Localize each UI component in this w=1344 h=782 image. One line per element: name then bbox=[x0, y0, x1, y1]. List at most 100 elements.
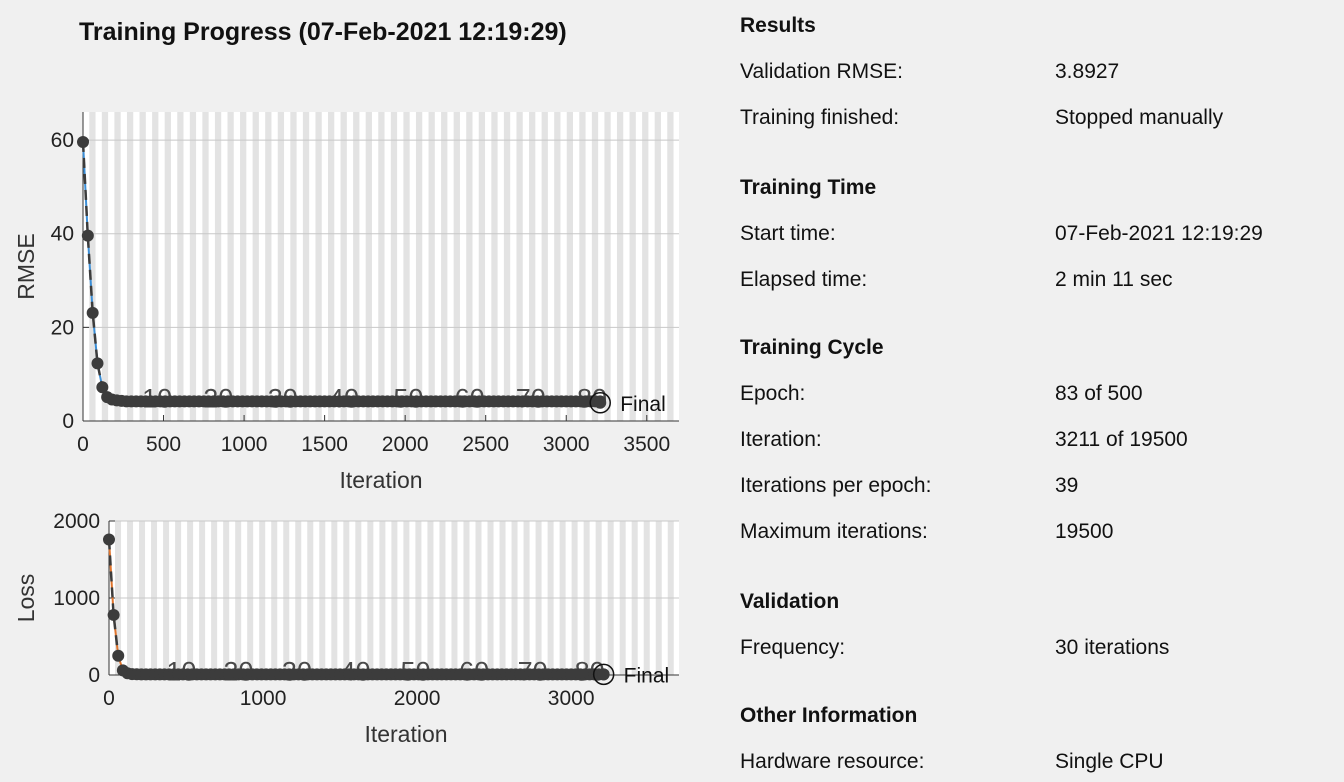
epoch-band bbox=[503, 112, 511, 421]
maximum-iterations-value: 19500 bbox=[1055, 520, 1114, 543]
epoch-band bbox=[529, 112, 536, 421]
hardware-resource-label: Hardware resource: bbox=[740, 750, 925, 773]
epoch-band bbox=[428, 112, 435, 421]
y-tick-label: 2000 bbox=[53, 510, 100, 533]
epoch-band bbox=[139, 112, 146, 421]
epoch-band bbox=[541, 112, 548, 421]
epoch-label: Epoch: bbox=[740, 382, 806, 405]
start-time-value: 07-Feb-2021 12:19:29 bbox=[1055, 222, 1263, 245]
epoch-band bbox=[566, 112, 574, 421]
y-tick-label: 1000 bbox=[53, 587, 100, 610]
epoch-band bbox=[579, 112, 586, 421]
epoch-band bbox=[340, 112, 347, 421]
epoch-band bbox=[252, 112, 259, 421]
epoch-band bbox=[290, 112, 297, 421]
validation-point bbox=[112, 649, 125, 662]
y-tick-label: 60 bbox=[51, 129, 74, 152]
iterations-per-epoch-value: 39 bbox=[1055, 474, 1079, 497]
start-time-label: Start time: bbox=[740, 222, 836, 245]
epoch-band bbox=[378, 112, 385, 421]
validation-point bbox=[77, 135, 89, 148]
validation-point bbox=[103, 533, 115, 546]
epoch-value: 83 of 500 bbox=[1055, 382, 1143, 405]
epoch-band bbox=[202, 112, 209, 421]
validation-point bbox=[86, 306, 99, 319]
epoch-band bbox=[453, 112, 460, 421]
epoch-band bbox=[591, 112, 599, 421]
frequency-label: Frequency: bbox=[740, 636, 846, 659]
validation-line bbox=[81, 141, 601, 403]
epoch-band bbox=[315, 112, 322, 421]
y-tick-label: 0 bbox=[88, 664, 100, 687]
validation-point bbox=[96, 381, 109, 394]
epoch-band bbox=[101, 112, 109, 421]
training-progress-title: Training Progress (07-Feb-2021 12:19:29) bbox=[79, 18, 567, 46]
epoch-band bbox=[240, 112, 247, 421]
x-tick-label: 500 bbox=[146, 433, 181, 456]
x-tick-label: 0 bbox=[77, 433, 89, 456]
epoch-band bbox=[89, 112, 96, 421]
maximum-iterations-label: Maximum iterations: bbox=[740, 520, 928, 543]
hardware-resource-value: Single CPU bbox=[1055, 750, 1164, 773]
epoch-band bbox=[177, 112, 184, 421]
epoch-band bbox=[214, 112, 222, 421]
other-information-heading: Other Information bbox=[740, 704, 918, 727]
validation-rmse-label: Validation RMSE: bbox=[740, 60, 904, 83]
epoch-band bbox=[642, 112, 649, 421]
epoch-band bbox=[441, 112, 448, 421]
epoch-band bbox=[516, 112, 523, 421]
epoch-band bbox=[403, 112, 410, 421]
validation-point bbox=[81, 229, 94, 242]
epoch-band bbox=[227, 112, 234, 421]
x-axis-label: Iteration bbox=[364, 721, 447, 747]
training-finished-value: Stopped manually bbox=[1055, 106, 1224, 129]
validation-heading: Validation bbox=[740, 590, 840, 613]
x-tick-label: 3000 bbox=[548, 687, 595, 710]
y-axis-label: Loss bbox=[13, 574, 39, 623]
epoch-band bbox=[365, 112, 372, 421]
epoch-band bbox=[126, 112, 134, 421]
epoch-band bbox=[302, 112, 310, 421]
epoch-band bbox=[114, 112, 121, 421]
epoch-band bbox=[277, 112, 285, 421]
epoch-band bbox=[328, 112, 335, 421]
epoch-band bbox=[265, 112, 272, 421]
epoch-band bbox=[491, 112, 498, 421]
epoch-band bbox=[629, 112, 636, 421]
rmse-plot: 0 20 40 60 0 500 1000 1500 2000 2500 3000 3500 Itera… bbox=[13, 112, 679, 493]
x-tick-label: 2500 bbox=[462, 433, 509, 456]
final-label: Final bbox=[624, 664, 670, 687]
final-marker bbox=[589, 392, 611, 414]
iteration-label: Iteration: bbox=[740, 428, 822, 451]
x-tick-label: 1000 bbox=[221, 433, 268, 456]
x-tick-label: 2000 bbox=[382, 433, 429, 456]
x-tick-label: 0 bbox=[103, 687, 115, 710]
y-tick-label: 40 bbox=[51, 223, 74, 246]
epoch-band bbox=[554, 112, 561, 421]
epoch-band bbox=[353, 112, 360, 421]
epoch-band bbox=[390, 112, 398, 421]
iteration-value: 3211 of 19500 bbox=[1055, 428, 1188, 451]
final-point bbox=[597, 668, 610, 681]
epoch-band bbox=[164, 112, 171, 421]
epoch-band bbox=[667, 112, 674, 421]
x-tick-label: 1500 bbox=[301, 433, 348, 456]
epoch-band bbox=[616, 112, 624, 421]
elapsed-time-label: Elapsed time: bbox=[740, 268, 868, 291]
x-tick-label: 2000 bbox=[394, 687, 441, 710]
frequency-value: 30 iterations bbox=[1055, 636, 1170, 659]
validation-point bbox=[107, 608, 120, 621]
validation-rmse-value: 3.8927 bbox=[1055, 60, 1120, 83]
elapsed-time-value: 2 min 11 sec bbox=[1055, 268, 1173, 291]
training-plots: 0 20 40 60 0 500 1000 1500 2000 2500 3000 3500 Itera… bbox=[13, 112, 679, 747]
final-label: Final bbox=[620, 393, 666, 416]
final-marker bbox=[592, 663, 615, 686]
x-tick-label: 3000 bbox=[543, 433, 590, 456]
training-finished-label: Training finished: bbox=[740, 106, 900, 129]
validation-point bbox=[91, 357, 104, 370]
epoch-band bbox=[604, 112, 611, 421]
results-heading: Results bbox=[740, 14, 816, 37]
x-tick-label: 1000 bbox=[240, 687, 287, 710]
loss-plot: 0100020000100020003000IterationLoss10203… bbox=[13, 510, 679, 747]
epoch-band bbox=[654, 112, 661, 421]
